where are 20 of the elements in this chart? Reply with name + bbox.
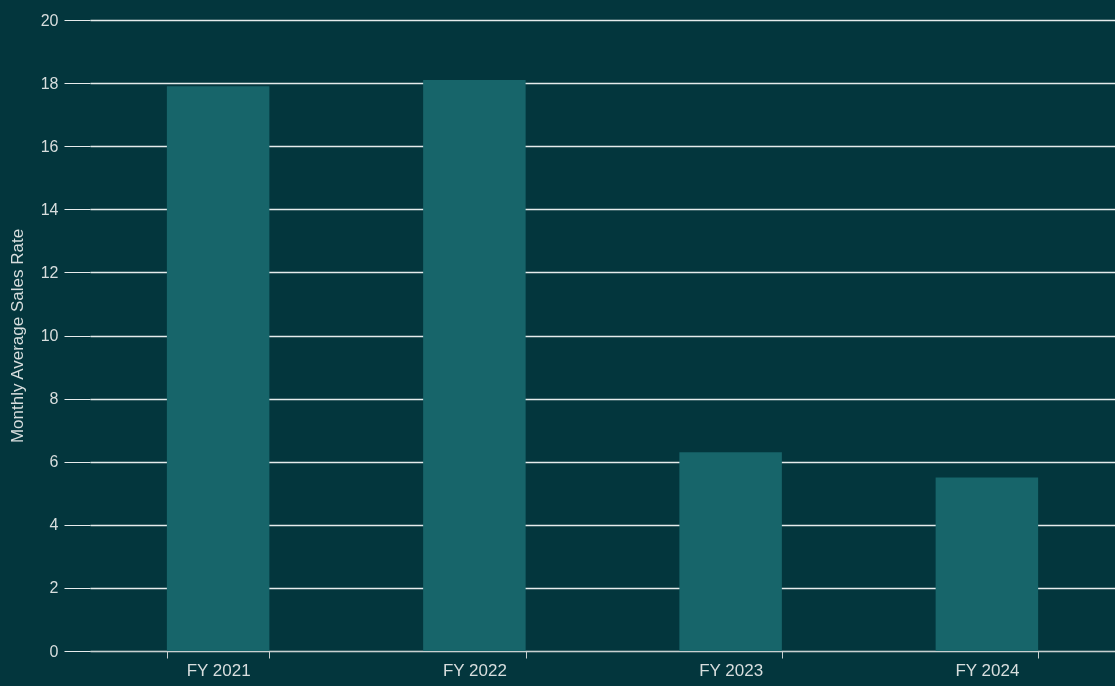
bar xyxy=(679,452,782,651)
y-tick-label: 0 xyxy=(49,642,59,660)
x-tick-label: FY 2023 xyxy=(699,660,764,680)
y-tick-label: 10 xyxy=(40,327,59,344)
y-tick-label: 12 xyxy=(40,263,59,281)
x-tick-label: FY 2024 xyxy=(955,660,1020,680)
bar xyxy=(935,477,1039,651)
y-tick-label: 8 xyxy=(49,390,59,408)
y-tick-label: 14 xyxy=(40,200,59,218)
y-tick-label: 4 xyxy=(49,516,59,534)
y-tick-label: 20 xyxy=(40,11,59,29)
x-tick-label: FY 2022 xyxy=(442,660,507,680)
y-tick-label: 16 xyxy=(40,137,59,155)
bar xyxy=(166,86,270,651)
y-tick-label: 2 xyxy=(49,579,59,597)
bar xyxy=(423,79,526,651)
y-axis-title: Monthly Average Sales Rate xyxy=(7,228,27,444)
y-tick-label: 18 xyxy=(40,74,59,92)
y-tick-label: 6 xyxy=(49,453,59,471)
x-tick-label: FY 2021 xyxy=(186,660,251,680)
